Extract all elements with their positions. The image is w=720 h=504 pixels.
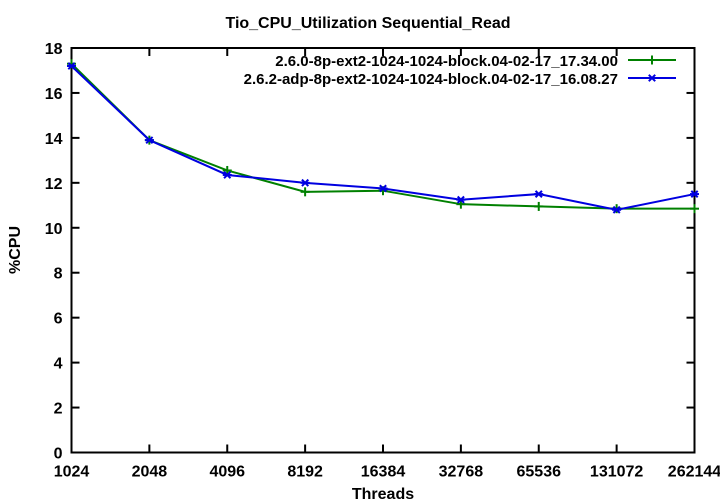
series-1 — [67, 62, 699, 214]
legend-sample-1 — [628, 74, 676, 82]
x-tick-label: 131072 — [590, 464, 643, 481]
star-marker — [301, 178, 310, 187]
y-tick-label: 4 — [54, 356, 63, 373]
y-tick-label: 8 — [54, 266, 63, 283]
y-tick-label: 10 — [45, 221, 63, 238]
x-tick-label: 2048 — [132, 464, 168, 481]
y-tick-label: 12 — [45, 176, 63, 193]
star-marker — [145, 136, 154, 145]
x-tick-label: 16384 — [361, 464, 406, 481]
star-marker — [223, 171, 232, 179]
chart-title: Tio_CPU_Utilization Sequential_Read — [225, 15, 510, 32]
y-tick-label: 0 — [54, 446, 63, 463]
y-tick-label: 2 — [54, 401, 63, 418]
legend-label-series-0: 2.6.0-8p-ext2-1024-1024-block.04-02-17_1… — [275, 53, 618, 70]
legend-samples — [628, 55, 676, 82]
star-marker — [648, 74, 656, 82]
star-marker — [690, 190, 699, 198]
y-axis-label: %CPU — [7, 226, 24, 274]
legend-sample-0 — [628, 55, 676, 65]
y-tick-label: 14 — [45, 131, 63, 148]
legend-label-series-1: 2.6.2-adp-8p-ext2-1024-1024-block.04-02-… — [244, 71, 618, 88]
x-tick-label: 4096 — [209, 464, 245, 481]
y-tick-label: 6 — [54, 311, 63, 328]
star-marker — [379, 184, 387, 193]
x-tick-label: 262144 — [668, 464, 720, 481]
plot-border — [70, 47, 696, 454]
x-tick-label: 32768 — [439, 464, 484, 481]
x-tick-label: 1024 — [54, 464, 90, 481]
data-series — [67, 59, 699, 214]
star-marker — [534, 190, 543, 198]
y-tick-label: 18 — [45, 41, 63, 58]
star-marker — [67, 62, 76, 70]
x-tick-label: 8192 — [287, 464, 323, 481]
axis-ticks: 0 2 4 6 8 10 12 14 16 18 1024 2048 4096 8192 16384 3276… — [45, 41, 720, 481]
x-axis-label: Threads — [352, 486, 414, 503]
x-tick-label: 65536 — [517, 464, 562, 481]
star-marker — [612, 205, 621, 214]
star-marker — [456, 195, 465, 204]
y-tick-label: 16 — [45, 86, 63, 103]
plot-frame — [70, 47, 696, 454]
